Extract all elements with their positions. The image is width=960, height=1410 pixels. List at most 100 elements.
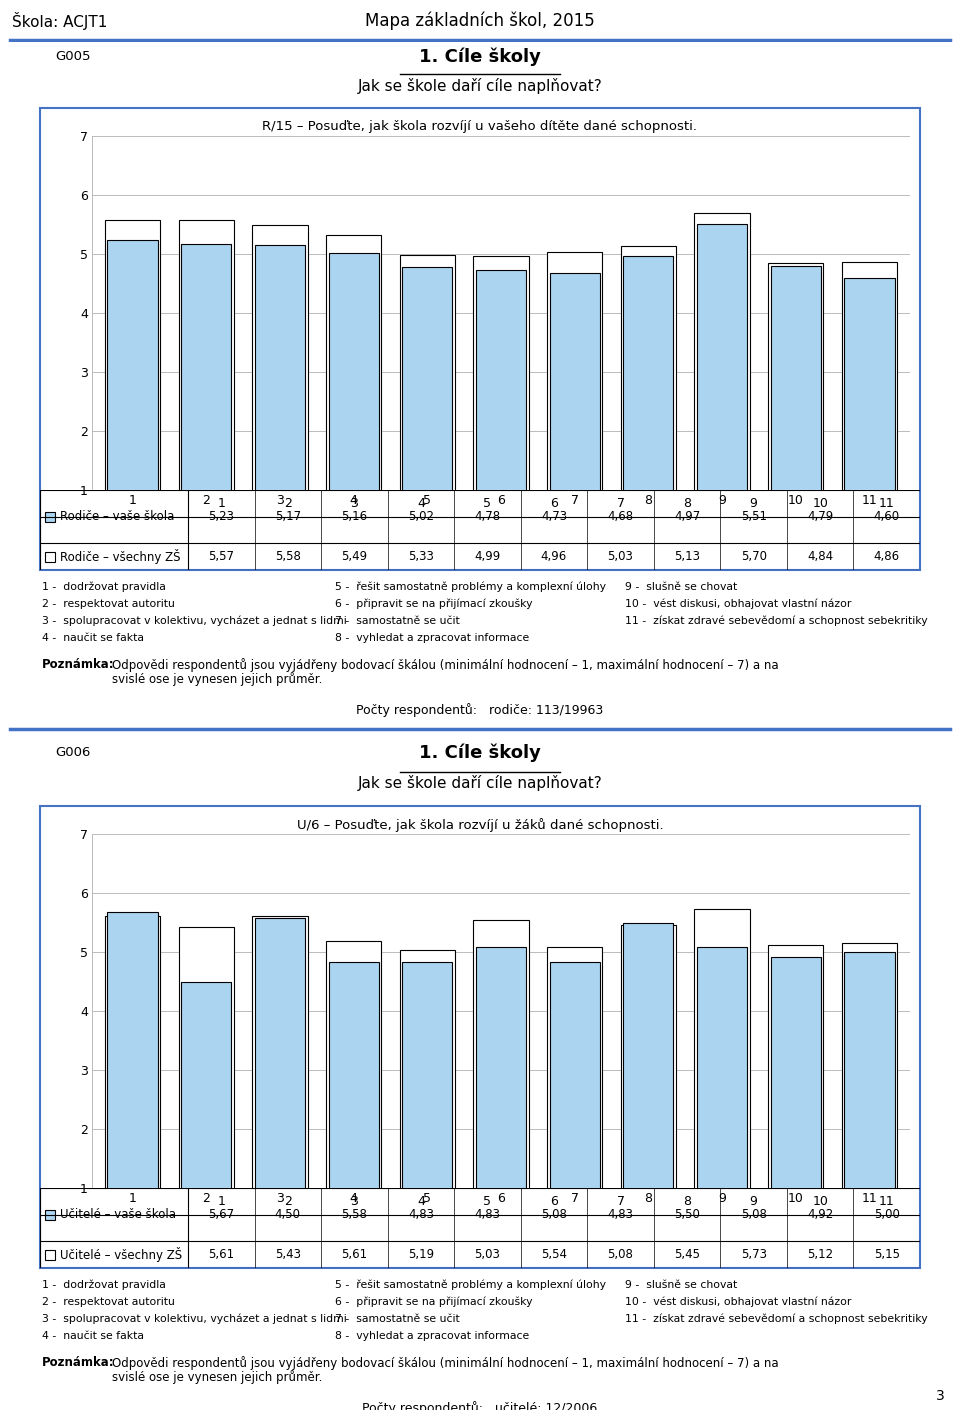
Text: Jak se škole daří cíle naplňovat?: Jak se škole daří cíle naplňovat? <box>358 776 602 791</box>
Bar <box>476 269 526 548</box>
Text: 5,15: 5,15 <box>874 1248 900 1261</box>
Text: Odpovědi respondentů jsou vyjádřeny bodovací škálou (minimální hodnocení – 1, ma: Odpovědi respondentů jsou vyjádřeny bodo… <box>112 1356 779 1371</box>
Text: 1: 1 <box>217 496 226 510</box>
Bar <box>181 244 231 548</box>
Text: 5,33: 5,33 <box>408 550 434 563</box>
Text: 4,86: 4,86 <box>874 550 900 563</box>
Bar <box>842 943 897 1246</box>
Bar <box>473 257 529 548</box>
Bar <box>252 226 307 548</box>
Bar <box>45 1249 55 1259</box>
Text: svislé ose je vynesen jejich průměr.: svislé ose je vynesen jejich průměr. <box>112 1371 323 1385</box>
Bar <box>326 940 381 1246</box>
Text: 4,83: 4,83 <box>474 1208 500 1221</box>
Text: 5,17: 5,17 <box>275 510 300 523</box>
Text: 4,96: 4,96 <box>540 550 567 563</box>
Text: 10: 10 <box>812 496 828 510</box>
Text: 5,49: 5,49 <box>342 550 368 563</box>
Text: 7 -  samostatně se učit: 7 - samostatně se učit <box>335 1314 460 1324</box>
Text: svislé ose je vynesen jejich průměr.: svislé ose je vynesen jejich průměr. <box>112 673 323 687</box>
Text: Učitelé – všechny ZŠ: Učitelé – všechny ZŠ <box>60 1248 182 1262</box>
Text: 2: 2 <box>284 496 292 510</box>
Text: 11 -  získat zdravé sebevědomí a schopnost sebekritiky: 11 - získat zdravé sebevědomí a schopnos… <box>625 616 927 626</box>
Bar <box>402 962 452 1246</box>
Bar <box>476 948 526 1246</box>
Text: 5,00: 5,00 <box>874 1208 900 1221</box>
Text: Rodiče – vaše škola: Rodiče – vaše škola <box>60 510 175 523</box>
Text: Mapa základních škol, 2015: Mapa základních škol, 2015 <box>365 11 595 30</box>
Text: Poznámka:: Poznámka: <box>42 1356 114 1369</box>
Text: 4: 4 <box>417 1194 425 1208</box>
Text: 3: 3 <box>936 1389 945 1403</box>
Bar <box>547 948 602 1246</box>
Text: 5,12: 5,12 <box>807 1248 833 1261</box>
Bar <box>105 220 160 548</box>
Text: G005: G005 <box>55 49 90 63</box>
Bar <box>105 916 160 1246</box>
Text: Jak se škole daří cíle naplňovat?: Jak se škole daří cíle naplňovat? <box>358 78 602 94</box>
Text: 5,51: 5,51 <box>740 510 767 523</box>
Bar <box>623 255 674 548</box>
Bar <box>697 224 747 548</box>
Text: 5,03: 5,03 <box>474 1248 500 1261</box>
Text: 5: 5 <box>484 496 492 510</box>
Text: 5,03: 5,03 <box>608 550 634 563</box>
Bar <box>108 912 157 1246</box>
Text: 4,99: 4,99 <box>474 550 500 563</box>
Text: 5,61: 5,61 <box>342 1248 368 1261</box>
Bar <box>623 922 674 1246</box>
Bar <box>771 266 821 548</box>
Text: 6 -  připravit se na přijímací zkoušky: 6 - připravit se na přijímací zkoušky <box>335 1297 532 1307</box>
Bar <box>473 921 529 1246</box>
Text: 5,61: 5,61 <box>208 1248 234 1261</box>
Bar <box>621 247 676 548</box>
Bar <box>254 244 305 548</box>
Bar <box>108 241 157 548</box>
Text: 5,08: 5,08 <box>608 1248 634 1261</box>
Bar <box>45 512 55 522</box>
Bar <box>328 252 378 548</box>
Text: 3: 3 <box>350 1194 358 1208</box>
Text: 6: 6 <box>550 1194 558 1208</box>
Bar <box>399 255 455 548</box>
Text: 5,08: 5,08 <box>741 1208 767 1221</box>
Text: Učitelé – vaše škola: Učitelé – vaše škola <box>60 1208 176 1221</box>
Text: 8: 8 <box>684 496 691 510</box>
Text: 4 -  naučit se fakta: 4 - naučit se fakta <box>42 633 144 643</box>
Bar <box>694 213 750 548</box>
Text: 6 -  připravit se na přijímací zkoušky: 6 - připravit se na přijímací zkoušky <box>335 599 532 609</box>
Text: 5,02: 5,02 <box>408 510 434 523</box>
Text: 2 -  respektovat autoritu: 2 - respektovat autoritu <box>42 599 175 609</box>
Text: G006: G006 <box>55 746 90 759</box>
Bar <box>768 945 824 1246</box>
Text: 5,70: 5,70 <box>740 550 767 563</box>
Bar <box>845 278 895 548</box>
Text: 4: 4 <box>417 496 425 510</box>
Text: 3: 3 <box>350 496 358 510</box>
Text: 4,97: 4,97 <box>674 510 700 523</box>
Text: 1 -  dodržovat pravidla: 1 - dodržovat pravidla <box>42 1279 166 1290</box>
Text: Rodiče – všechny ZŠ: Rodiče – všechny ZŠ <box>60 548 180 564</box>
Text: 11 -  získat zdravé sebevědomí a schopnost sebekritiky: 11 - získat zdravé sebevědomí a schopnos… <box>625 1314 927 1324</box>
Text: 4,84: 4,84 <box>807 550 833 563</box>
Text: 5,54: 5,54 <box>541 1248 567 1261</box>
Text: 5,23: 5,23 <box>208 510 234 523</box>
Text: 3 -  spolupracovat v kolektivu, vycházet a jednat s lidmi: 3 - spolupracovat v kolektivu, vycházet … <box>42 616 347 626</box>
Text: 5,73: 5,73 <box>740 1248 767 1261</box>
Text: 5,58: 5,58 <box>342 1208 368 1221</box>
Bar <box>694 909 750 1246</box>
Bar <box>399 950 455 1246</box>
Text: 1: 1 <box>217 1194 226 1208</box>
Text: 7: 7 <box>616 1194 625 1208</box>
Text: 4,50: 4,50 <box>275 1208 300 1221</box>
Text: 4 -  naučit se fakta: 4 - naučit se fakta <box>42 1331 144 1341</box>
Bar <box>842 262 897 548</box>
Text: 4,83: 4,83 <box>608 1208 634 1221</box>
Text: R/15 – Posuďte, jak škola rozvíjí u vašeho dítěte dané schopnosti.: R/15 – Posuďte, jak škola rozvíjí u vaše… <box>262 120 698 133</box>
Text: 5,43: 5,43 <box>275 1248 300 1261</box>
Text: 4,73: 4,73 <box>540 510 567 523</box>
Text: 7: 7 <box>616 496 625 510</box>
Text: 5,45: 5,45 <box>674 1248 700 1261</box>
Text: 10 -  vést diskusi, obhajovat vlastní názor: 10 - vést diskusi, obhajovat vlastní náz… <box>625 599 852 609</box>
Text: 1 -  dodržovat pravidla: 1 - dodržovat pravidla <box>42 581 166 592</box>
